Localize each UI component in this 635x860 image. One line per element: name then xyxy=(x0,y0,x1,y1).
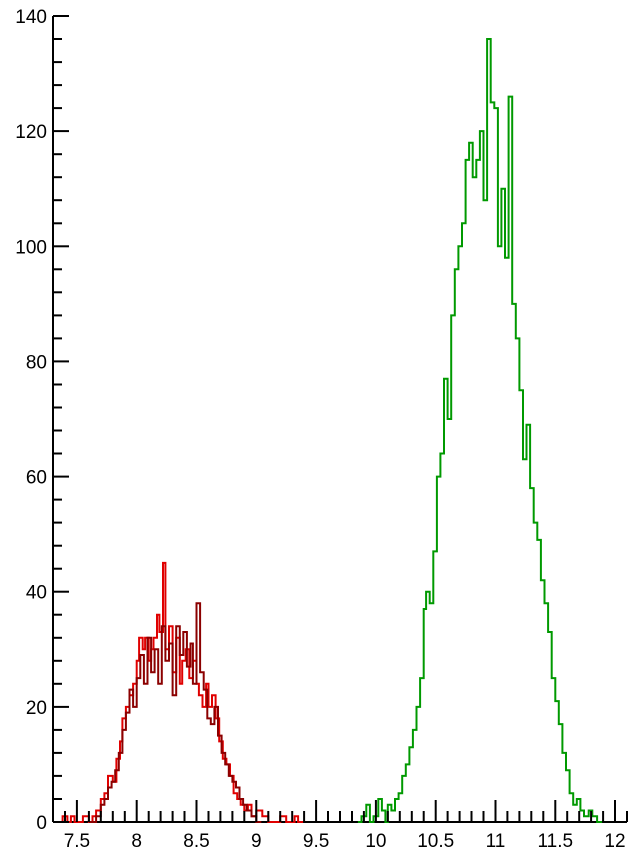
x-tick-label: 10.5 xyxy=(417,831,454,852)
x-tick-label: 7.5 xyxy=(64,831,90,852)
x-tick-label: 8.5 xyxy=(183,831,209,852)
y-tick-label: 120 xyxy=(15,122,47,143)
y-tick-label: 0 xyxy=(36,813,47,834)
tick-label-layer: 7.5 8 8.5 9 9.5 10 10.5 11 11.5 12020406080100120… xyxy=(15,7,625,852)
y-tick-label: 20 xyxy=(26,698,47,719)
x-tick-label: 8 xyxy=(131,831,142,852)
tick-layer xyxy=(52,15,628,823)
x-tick-label: 11.5 xyxy=(538,831,574,852)
x-tick-label: 9 xyxy=(251,831,262,852)
x-tick-label: 11 xyxy=(486,831,506,852)
histogram-series-2 xyxy=(357,38,603,823)
y-tick-label: 60 xyxy=(26,468,47,489)
x-tick-label: 10 xyxy=(365,831,386,852)
y-tick-label: 140 xyxy=(15,7,47,28)
histogram-series-1 xyxy=(88,602,262,823)
y-tick-label: 100 xyxy=(15,237,47,258)
plot-area xyxy=(52,16,627,823)
series-layer xyxy=(53,38,603,823)
x-tick-label: 12 xyxy=(604,831,625,852)
x-tick-label: 9.5 xyxy=(303,831,329,852)
y-tick-label: 40 xyxy=(26,583,47,604)
y-tick-label: 80 xyxy=(26,352,47,373)
histogram-series-0 xyxy=(53,561,304,823)
